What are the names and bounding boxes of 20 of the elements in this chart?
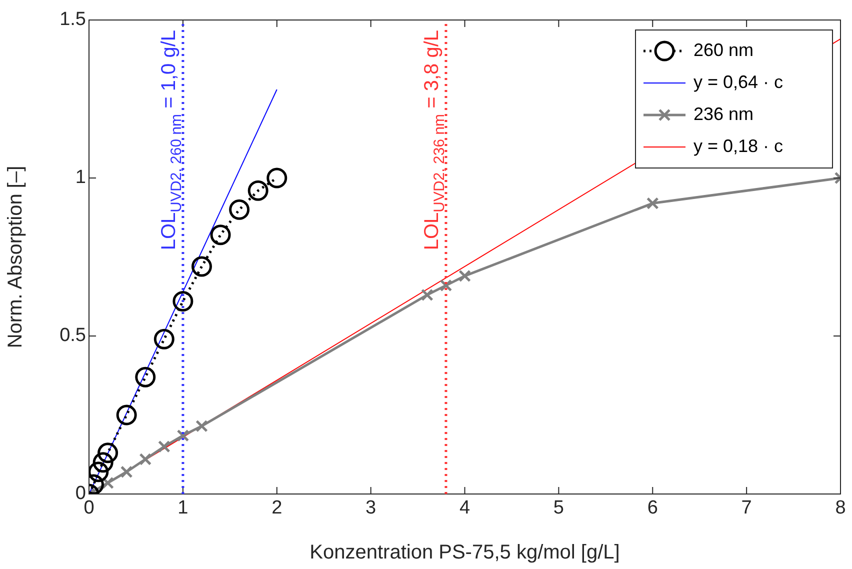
legend-label: 260 nm (694, 40, 754, 60)
y-axis-title: Norm. Absorption [–] (4, 166, 27, 348)
y-tick-label: 0 (75, 483, 86, 504)
x-tick-label: 8 (835, 498, 846, 519)
legend-label: y = 0,18 · c (694, 136, 784, 156)
x-tick-label: 1 (178, 498, 188, 519)
y-tick-label: 0.5 (60, 325, 86, 346)
x-tick-label: 3 (366, 498, 376, 519)
x-tick-label: 7 (741, 498, 752, 519)
x-axis-title: Konzentration PS-75,5 kg/mol [g/L] (310, 542, 620, 564)
y-tick-label: 1.5 (60, 9, 86, 30)
legend-label: 236 nm (694, 104, 754, 124)
ref-line-label: LOLUVD2, 236 nm = 3,8 g/L (420, 30, 448, 250)
x-tick-label: 5 (553, 498, 564, 519)
ref-line-label: LOLUVD2, 260 nm = 1,0 g/L (158, 30, 185, 250)
y-tick-label: 1 (75, 167, 86, 188)
x-tick-label: 4 (459, 498, 470, 519)
x-tick-label: 2 (272, 498, 282, 519)
x-tick-label: 6 (647, 498, 658, 519)
legend-label: y = 0,64 · c (694, 72, 784, 92)
